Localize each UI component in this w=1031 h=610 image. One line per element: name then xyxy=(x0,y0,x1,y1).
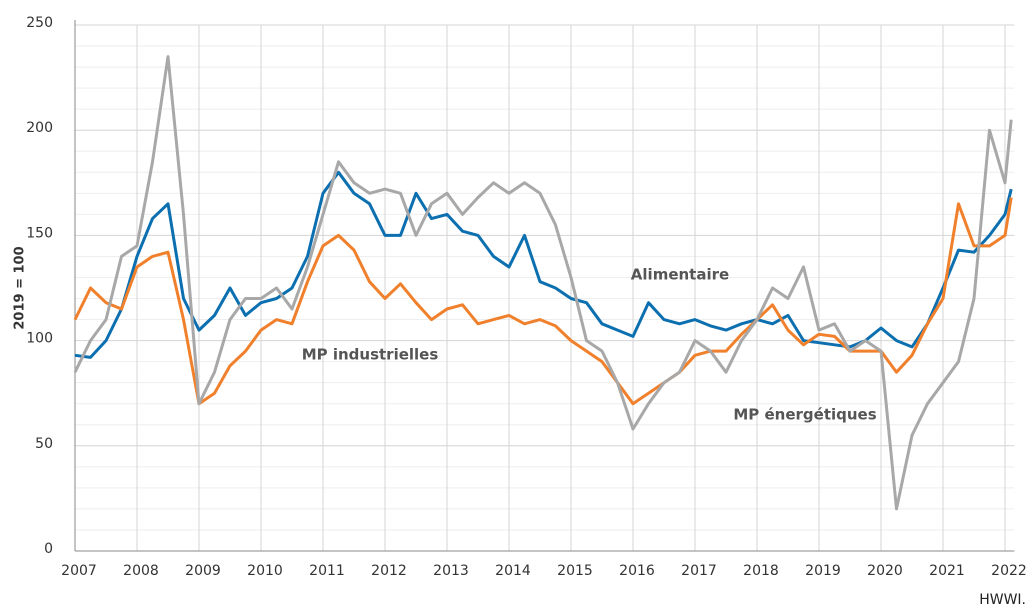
x-tick-label: 2015 xyxy=(557,563,593,579)
y-tick-label: 150 xyxy=(26,225,53,241)
x-tick-label: 2014 xyxy=(495,563,531,579)
x-tick-label: 2020 xyxy=(867,563,903,579)
x-tick-label: 2022 xyxy=(991,563,1027,579)
x-tick-label: 2009 xyxy=(185,563,221,579)
x-tick-label: 2021 xyxy=(929,563,965,579)
x-tick-label: 2018 xyxy=(743,563,779,579)
y-tick-label: 0 xyxy=(44,541,53,557)
series-line xyxy=(73,197,1013,406)
x-tick-label: 2017 xyxy=(681,563,717,579)
source: HWWI. xyxy=(979,592,1026,608)
x-tick-label: 2007 xyxy=(61,563,97,579)
x-tick-label: 2012 xyxy=(371,563,407,579)
x-tick-label: 2011 xyxy=(309,563,345,579)
x-tick-label: 2019 xyxy=(805,563,841,579)
x-tick-label: 2016 xyxy=(619,563,655,579)
y-tick-label: 250 xyxy=(26,15,53,31)
y-tick-label: 50 xyxy=(35,436,53,452)
series-label: MP énergétiques xyxy=(733,406,876,424)
y-axis-label: 2019 = 100 xyxy=(13,246,28,329)
x-tick-label: 2008 xyxy=(123,563,159,579)
x-tick-label: 2013 xyxy=(433,563,469,579)
series-line xyxy=(73,55,1013,511)
y-tick-label: 200 xyxy=(26,120,53,136)
x-tick-label: 2010 xyxy=(247,563,283,579)
y-tick-label: 100 xyxy=(26,331,53,347)
series-label: Alimentaire xyxy=(631,266,729,284)
series-label: MP industrielles xyxy=(302,346,439,364)
